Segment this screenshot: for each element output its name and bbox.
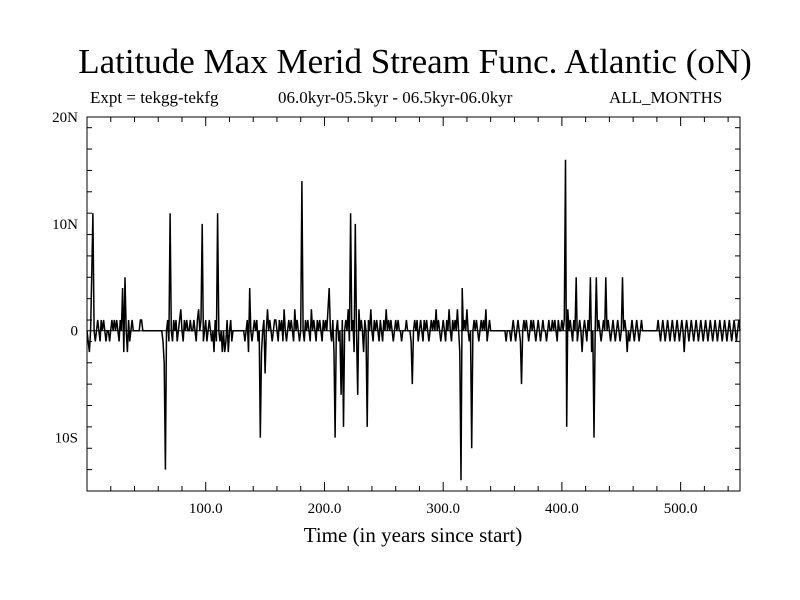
series-line — [86, 159, 741, 481]
y-tick-label: 10N — [52, 217, 78, 233]
months-label: ALL_MONTHS — [609, 88, 723, 107]
y-tick-label: 0 — [71, 324, 79, 340]
x-tick-label: 400.0 — [545, 501, 579, 517]
y-tick-label: 10S — [55, 431, 78, 447]
period-label: 06.0kyr-05.5kyr - 06.5kyr-06.0kyr — [278, 88, 513, 107]
x-tick-label: 200.0 — [308, 501, 342, 517]
y-tick-label: 20N — [52, 110, 78, 126]
chart-title: Latitude Max Merid Stream Func. Atlantic… — [78, 42, 752, 81]
x-axis: 100.0 200.0 300.0 400.0 500.0 — [86, 117, 729, 517]
y-axis: 20N 10N 0 10S — [52, 110, 740, 492]
plot-frame — [86, 116, 741, 492]
x-axis-title: Time (in years since start) — [304, 523, 523, 547]
experiment-label: Expt = tekgg-tekfg — [90, 88, 219, 107]
x-tick-label: 300.0 — [426, 501, 460, 517]
x-tick-label: 500.0 — [664, 501, 698, 517]
x-tick-label: 100.0 — [189, 501, 223, 517]
